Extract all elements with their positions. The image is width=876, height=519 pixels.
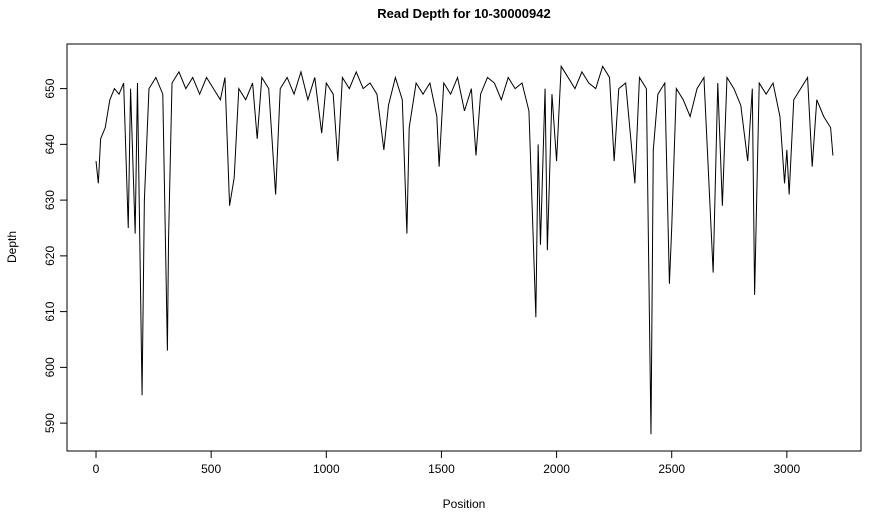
x-tick-label: 2000 bbox=[543, 462, 570, 476]
x-tick-label: 0 bbox=[93, 462, 100, 476]
y-tick-label: 600 bbox=[43, 357, 57, 377]
y-tick-label: 610 bbox=[43, 301, 57, 321]
x-tick-label: 1000 bbox=[313, 462, 340, 476]
y-tick-label: 650 bbox=[43, 78, 57, 98]
y-tick-label: 640 bbox=[43, 134, 57, 154]
y-tick-label: 620 bbox=[43, 246, 57, 266]
chart-title: Read Depth for 10-30000942 bbox=[377, 6, 550, 21]
x-axis-label: Position bbox=[443, 497, 486, 511]
x-tick-label: 3000 bbox=[773, 462, 800, 476]
data-line bbox=[95, 64, 834, 435]
x-tick-label: 1500 bbox=[428, 462, 455, 476]
x-tick-label: 2500 bbox=[658, 462, 685, 476]
y-tick-label: 590 bbox=[43, 413, 57, 433]
plot-frame bbox=[66, 43, 862, 452]
y-tick-label: 630 bbox=[43, 190, 57, 210]
y-axis-label: Depth bbox=[5, 231, 19, 263]
x-tick-label: 500 bbox=[201, 462, 221, 476]
